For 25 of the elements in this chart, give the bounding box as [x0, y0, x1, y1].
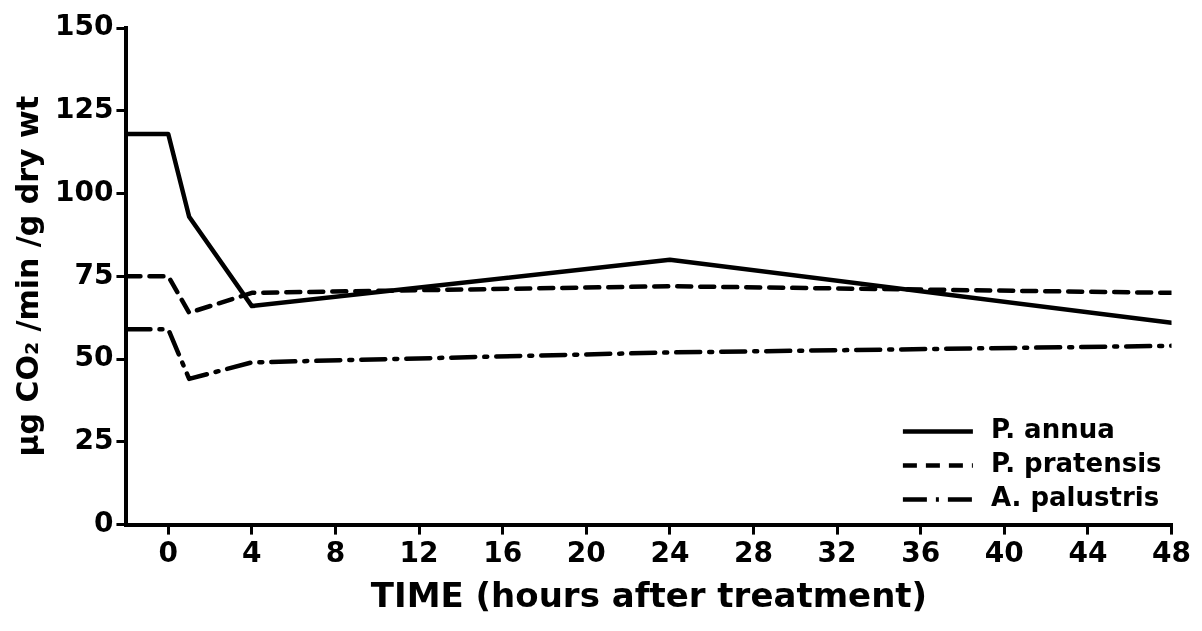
x-tick-label: 48 [1152, 535, 1191, 569]
y-axis-title: μg CO₂ /min /g dry wt [9, 96, 45, 457]
legend-label: A. palustris [990, 482, 1160, 513]
x-tick-label: 20 [566, 535, 606, 569]
x-tick-label: 36 [901, 535, 941, 569]
legend-label: P. pratensis [990, 448, 1162, 479]
x-tick-label: 32 [817, 535, 857, 569]
x-tick-label: 12 [399, 535, 439, 569]
x-tick-label: 24 [650, 535, 690, 569]
x-tick-label: 8 [325, 535, 346, 569]
legend-label: P. annua [990, 414, 1115, 445]
x-tick-label: 4 [242, 535, 262, 569]
x-tick-label: 16 [483, 535, 523, 569]
y-tick-label: 75 [74, 257, 114, 291]
x-tick-label: 40 [984, 535, 1024, 569]
x-tick-label: 44 [1068, 535, 1108, 569]
y-tick-label: 150 [54, 9, 114, 43]
y-tick-label: 25 [74, 423, 114, 457]
y-tick-label: 50 [74, 340, 114, 374]
x-tick-label: 0 [158, 535, 178, 569]
y-tick-label: 100 [54, 174, 114, 208]
x-axis-title: TIME (hours after treatment) [370, 575, 928, 616]
y-tick-label: 125 [54, 92, 114, 126]
x-tick-label: 28 [734, 535, 773, 569]
y-tick-label: 0 [93, 505, 114, 539]
